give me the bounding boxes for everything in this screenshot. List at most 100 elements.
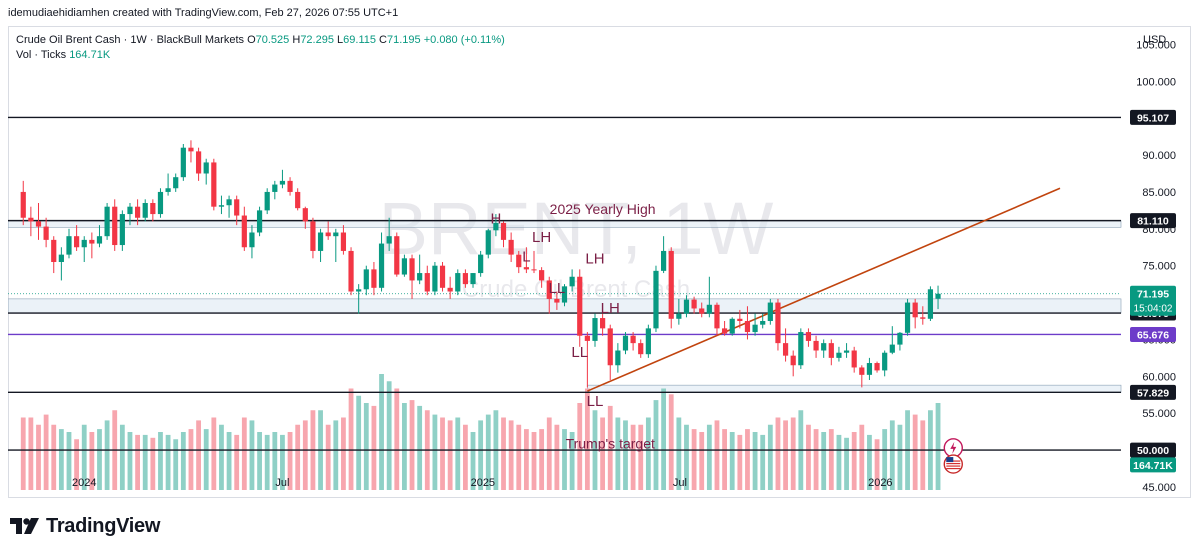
candle-body [165, 188, 171, 192]
legend-low: 69.115 [343, 34, 376, 46]
currency-label: USD [1143, 34, 1166, 46]
y-axis-tick-label: 100.000 [1136, 76, 1176, 88]
candle-body [523, 267, 529, 270]
candle-body [798, 332, 804, 366]
candle-body [28, 217, 34, 222]
annotation-label: 2025 Yearly High [550, 201, 656, 217]
candle-body [889, 344, 895, 353]
candle-body [615, 350, 621, 366]
legend-open-label: O [247, 34, 256, 46]
candle-body [188, 147, 194, 152]
legend-volume-label[interactable]: Vol · Ticks [16, 49, 67, 61]
candle-body [462, 273, 468, 285]
volume-tag-label: 164.71K [1133, 460, 1173, 472]
candle-body [218, 205, 225, 207]
candle-body [432, 265, 438, 292]
volume-bar [531, 432, 537, 490]
level-price-label-bg [1130, 326, 1176, 342]
volume-bar [341, 417, 346, 490]
candle-body [790, 355, 796, 366]
volume-bar [20, 417, 26, 490]
volume-bar [714, 420, 720, 490]
y-axis-tick-label: 105.000 [1136, 39, 1176, 51]
volume-bar [752, 432, 758, 490]
volume-bar [173, 439, 179, 490]
candle-body [493, 222, 499, 231]
candle-body [51, 239, 57, 262]
current-price-tag-bg [1130, 285, 1176, 316]
legend-symbol[interactable]: Crude Oil Brent Cash · 1W · BlackBull Ma… [16, 34, 245, 46]
candle-body [584, 335, 590, 341]
volume-bar [158, 432, 163, 490]
candle-body [661, 250, 667, 271]
volume-bar [806, 424, 811, 490]
candle-body [691, 299, 697, 309]
legend-close-label: C [379, 34, 387, 46]
volume-bar [211, 417, 217, 490]
candle-body [485, 230, 491, 255]
volume-bar [81, 424, 87, 490]
candle-body [394, 236, 400, 275]
candle-body [569, 276, 575, 287]
volume-bar [783, 420, 788, 490]
volume-bar [356, 395, 362, 490]
candle-body [295, 191, 301, 209]
candle-body [363, 269, 369, 290]
candle-body [859, 367, 865, 375]
legend-high: 72.295 [300, 34, 334, 46]
legend-ohlc-row: Crude Oil Brent Cash · 1W · BlackBull Ma… [16, 33, 505, 48]
candle-body [310, 221, 316, 251]
volume-bar [539, 429, 545, 490]
volume-bar [363, 403, 369, 490]
volume-bar [615, 417, 621, 490]
candle-body [516, 254, 522, 268]
candle-body [203, 162, 209, 174]
candle-body [630, 335, 636, 344]
x-axis-tick-label: Jul [275, 477, 289, 489]
y-axis-tick-label: 85.000 [1142, 187, 1176, 199]
trendline [587, 187, 1061, 392]
candle-body [752, 324, 758, 333]
level-price-label-bg [1130, 442, 1176, 458]
volume-bar [188, 429, 194, 490]
candle-body [699, 308, 705, 314]
candle-body [737, 318, 743, 321]
candle-body [676, 313, 682, 319]
volume-bar [501, 417, 506, 490]
candle-body [882, 352, 888, 371]
volume-bar [287, 432, 293, 490]
volume-bar [691, 429, 697, 490]
candle-body [668, 250, 674, 319]
attribution-bar: idemudiaehidiamhen created with TradingV… [0, 0, 1200, 26]
y-axis-tick-label: 55.000 [1142, 408, 1176, 420]
volume-bar [600, 417, 606, 490]
volume-bar [447, 420, 453, 490]
candle-body [325, 232, 331, 237]
level-price-label: 65.676 [1137, 329, 1169, 341]
candle-body [897, 332, 903, 345]
candle-body [226, 199, 232, 206]
volume-bar [409, 400, 415, 490]
volume-bar [440, 417, 445, 490]
volume-bar [394, 388, 400, 490]
lightning-glyph-icon [950, 441, 957, 454]
volume-bar [119, 424, 125, 490]
annotation-label: LH [532, 229, 551, 246]
candle-body [119, 214, 125, 246]
chart-canvas[interactable]: BRENT, 1W Crude Oil Brent Cash H 2025 Yearl… [8, 26, 1191, 498]
volume-tag-bg [1130, 457, 1176, 473]
candle-body [439, 265, 446, 288]
candle-body [539, 270, 545, 281]
chart-frame [8, 26, 1191, 498]
candle-body [836, 352, 842, 358]
candle-body [638, 343, 644, 355]
candle-body [348, 250, 354, 292]
volume-bar [58, 429, 64, 490]
watermark-subtitle: Crude Oil Brent Cash [462, 276, 690, 303]
volume-bar [74, 439, 80, 490]
volume-bar [737, 434, 743, 490]
volume-bar [775, 417, 781, 490]
annotation-label: H [490, 211, 501, 228]
candle-body [706, 304, 712, 314]
volume-bar [867, 434, 872, 490]
